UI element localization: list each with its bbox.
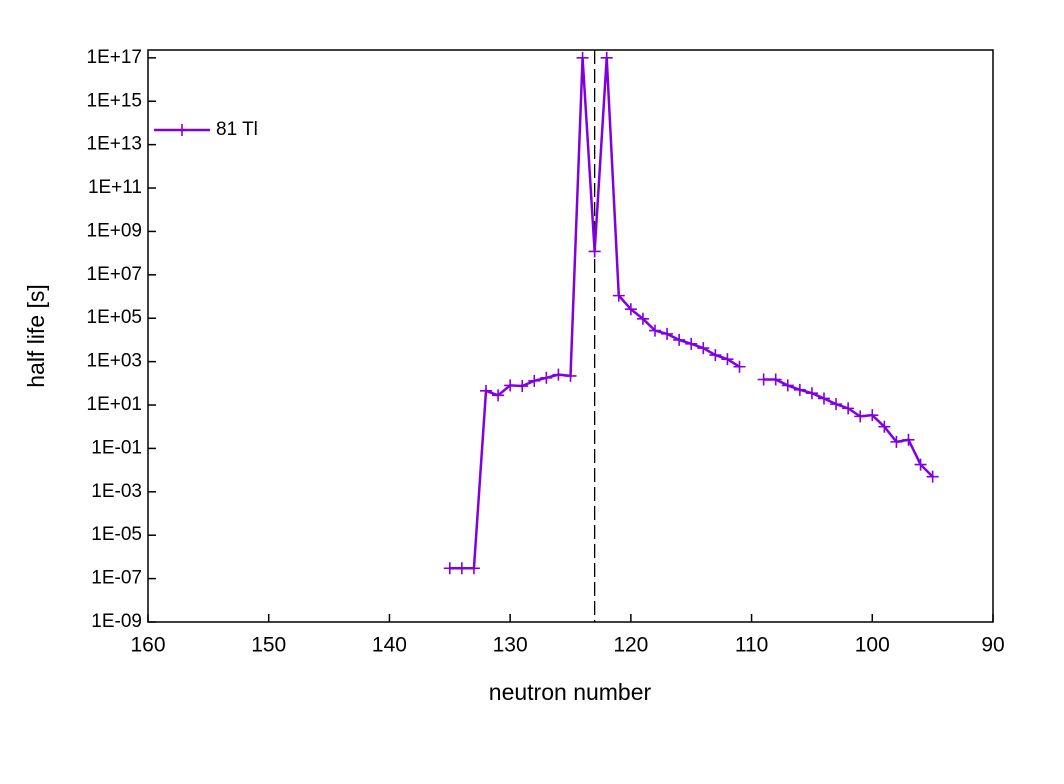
- y-tick-label: 1E-05: [91, 524, 142, 545]
- data-point: [902, 433, 915, 446]
- data-point: [721, 353, 734, 366]
- y-tick-label: 1E-09: [91, 611, 142, 632]
- x-axis-label: neutron number: [489, 679, 652, 705]
- y-tick-label: 1E+01: [87, 394, 142, 415]
- data-point: [661, 327, 674, 340]
- data-point: [612, 289, 625, 302]
- data-point: [709, 349, 722, 362]
- data-point: [793, 383, 806, 396]
- legend-label: 81 Tl: [216, 119, 258, 140]
- data-point: [781, 379, 794, 392]
- data-point: [649, 324, 661, 337]
- data-point: [673, 333, 686, 346]
- x-tick-label: 120: [613, 634, 648, 657]
- x-tick-label: 90: [981, 634, 1004, 657]
- data-point: [842, 402, 855, 415]
- data-point: [528, 374, 541, 387]
- data-point: [757, 373, 770, 386]
- y-tick-label: 1E+17: [87, 47, 142, 68]
- data-point: [769, 373, 782, 386]
- x-tick-label: 110: [735, 634, 768, 657]
- data-point: [818, 392, 830, 405]
- data-point: [830, 398, 843, 411]
- x-tick-label: 130: [493, 634, 528, 657]
- data-point: [492, 389, 505, 402]
- data-point: [600, 51, 613, 64]
- y-axis-label: half life [s]: [23, 284, 49, 388]
- x-tick-label: 150: [251, 634, 286, 657]
- data-point: [878, 420, 891, 433]
- y-tick-label: 1E-03: [91, 481, 142, 502]
- x-tick-label: 100: [855, 634, 890, 657]
- data-point: [805, 387, 818, 400]
- y-tick-label: 1E+05: [87, 307, 142, 328]
- y-tick-label: 1E+09: [87, 220, 142, 241]
- plot-frame: [147, 49, 994, 623]
- data-point: [516, 380, 529, 393]
- data-point: [733, 360, 746, 373]
- y-tick-label: 1E+11: [88, 177, 142, 198]
- x-tick-label: 140: [372, 634, 407, 657]
- data-point: [866, 409, 879, 422]
- y-tick-label: 1E+07: [87, 264, 142, 285]
- legend-marker: [176, 124, 188, 136]
- data-point: [455, 562, 468, 575]
- data-point: [443, 562, 456, 575]
- data-point: [467, 562, 480, 575]
- data-point: [504, 379, 517, 392]
- data-point: [636, 312, 649, 325]
- data-point: [624, 303, 637, 316]
- y-tick-label: 1E+15: [87, 90, 142, 111]
- y-tick-label: 1E+03: [87, 351, 142, 372]
- data-point: [588, 245, 601, 258]
- data-point: [480, 384, 492, 397]
- data-point: [685, 337, 698, 350]
- y-tick-label: 1E+13: [87, 134, 142, 155]
- y-tick-label: 1E-07: [91, 568, 142, 589]
- data-point: [926, 470, 939, 483]
- data-point: [564, 369, 577, 382]
- data-point: [890, 435, 903, 448]
- y-tick-label: 1E-01: [91, 437, 142, 458]
- data-point: [854, 410, 867, 423]
- data-point: [540, 371, 553, 384]
- data-point: [552, 368, 565, 381]
- x-tick-label: 160: [130, 634, 165, 657]
- data-point: [914, 458, 927, 471]
- data-point: [697, 342, 710, 355]
- data-point: [576, 51, 589, 64]
- series-line: [763, 378, 934, 478]
